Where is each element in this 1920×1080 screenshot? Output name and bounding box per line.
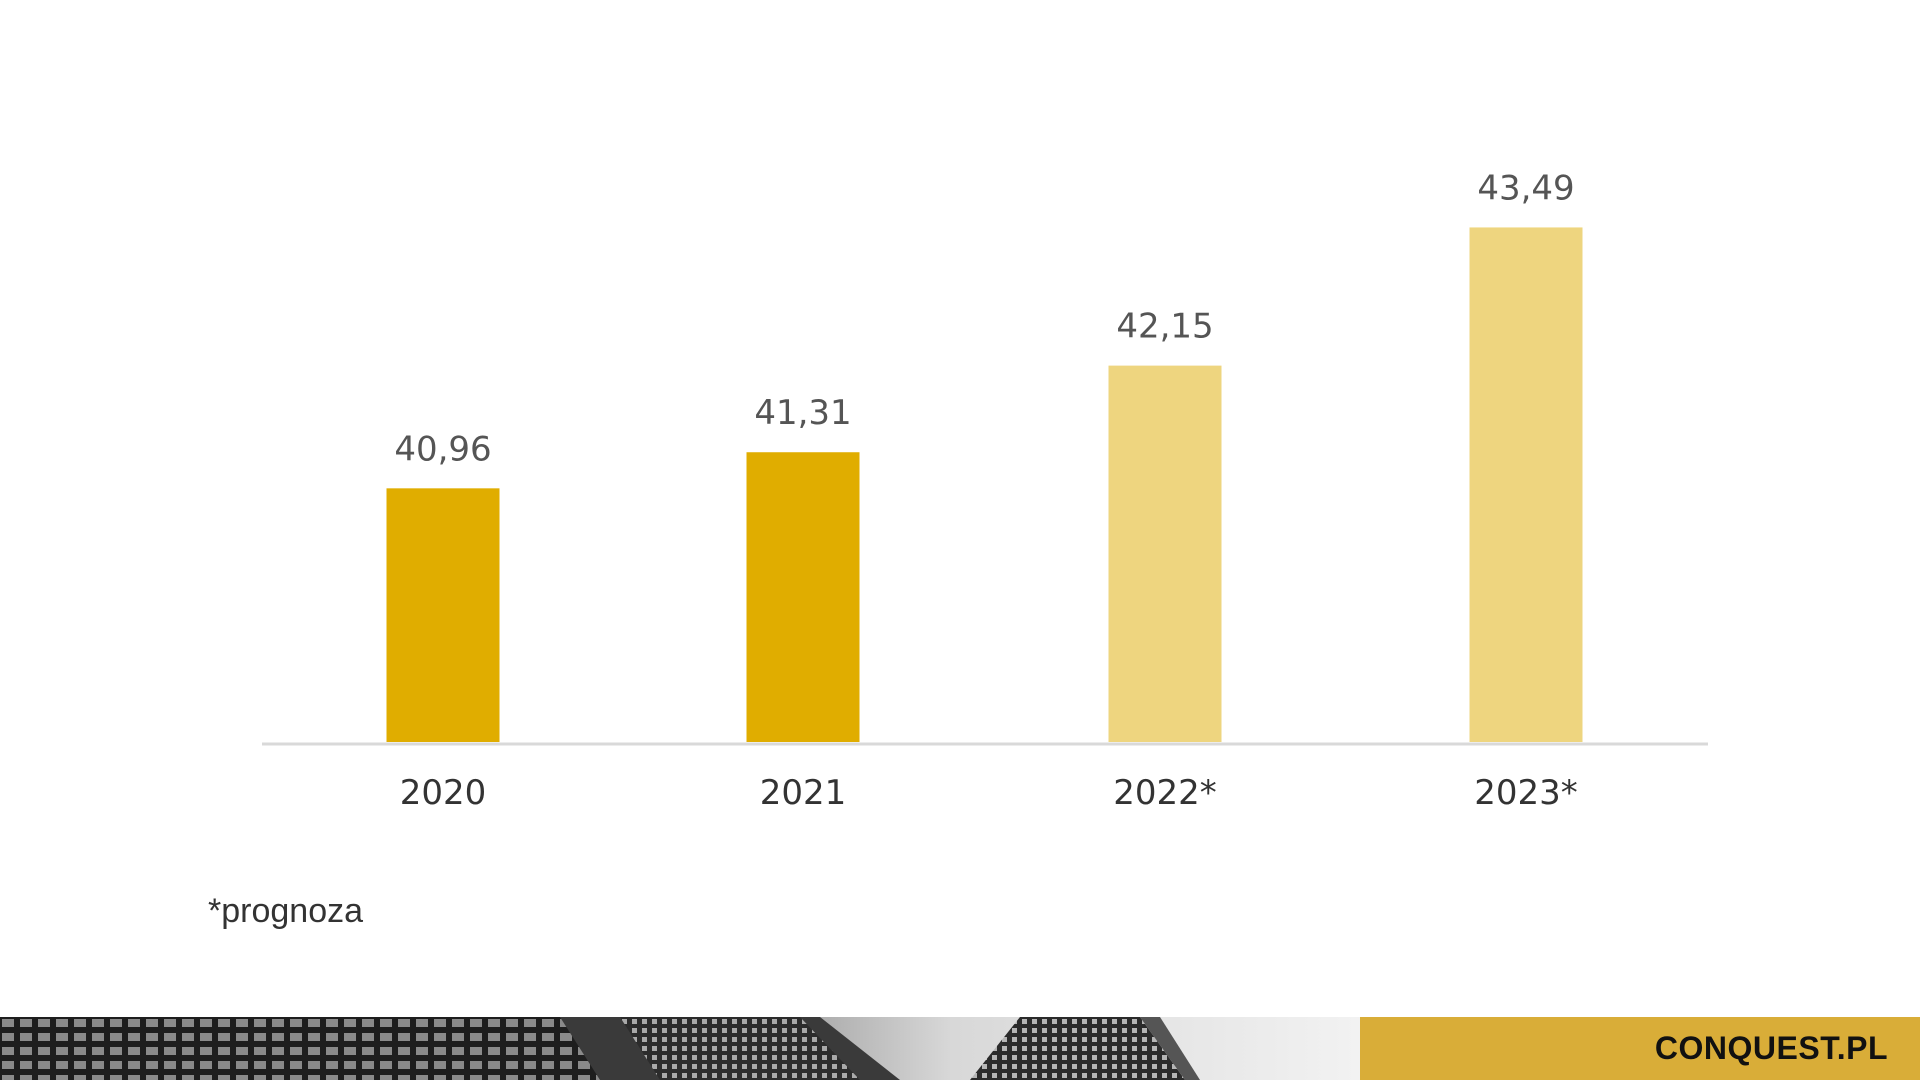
- brand-logo-text: CONQUEST.PL: [1654, 1030, 1888, 1066]
- bar-2022-forecast: [1108, 365, 1222, 742]
- value-label: 42,15: [1116, 307, 1213, 347]
- bar-2020: [386, 488, 500, 742]
- x-tick-labels-group: 2020 2021 2022* 2023*: [400, 773, 1578, 813]
- brand-box: CONQUEST.PL: [1360, 1017, 1920, 1080]
- value-label: 41,31: [754, 393, 851, 433]
- bar-2021: [746, 452, 860, 742]
- value-labels-group: 40,96 41,31 42,15 43,49: [394, 168, 1574, 469]
- x-tick-label: 2022*: [1113, 773, 1217, 813]
- bar-chart: 40,96 41,31 42,15 43,49 2020 2021 2022* 2023*: [262, 168, 1708, 813]
- skyscrapers-photo: [0, 1017, 1360, 1080]
- bars-group: [386, 227, 1583, 742]
- x-tick-label: 2020: [400, 773, 487, 813]
- footer-band: CONQUEST.PL: [0, 1017, 1920, 1080]
- value-label: 43,49: [1477, 168, 1574, 208]
- x-tick-label: 2021: [760, 773, 847, 813]
- x-tick-label: 2023*: [1474, 773, 1578, 813]
- bar-2023-forecast: [1469, 227, 1583, 742]
- value-label: 40,96: [394, 429, 491, 469]
- forecast-footnote: *prognoza: [208, 892, 364, 930]
